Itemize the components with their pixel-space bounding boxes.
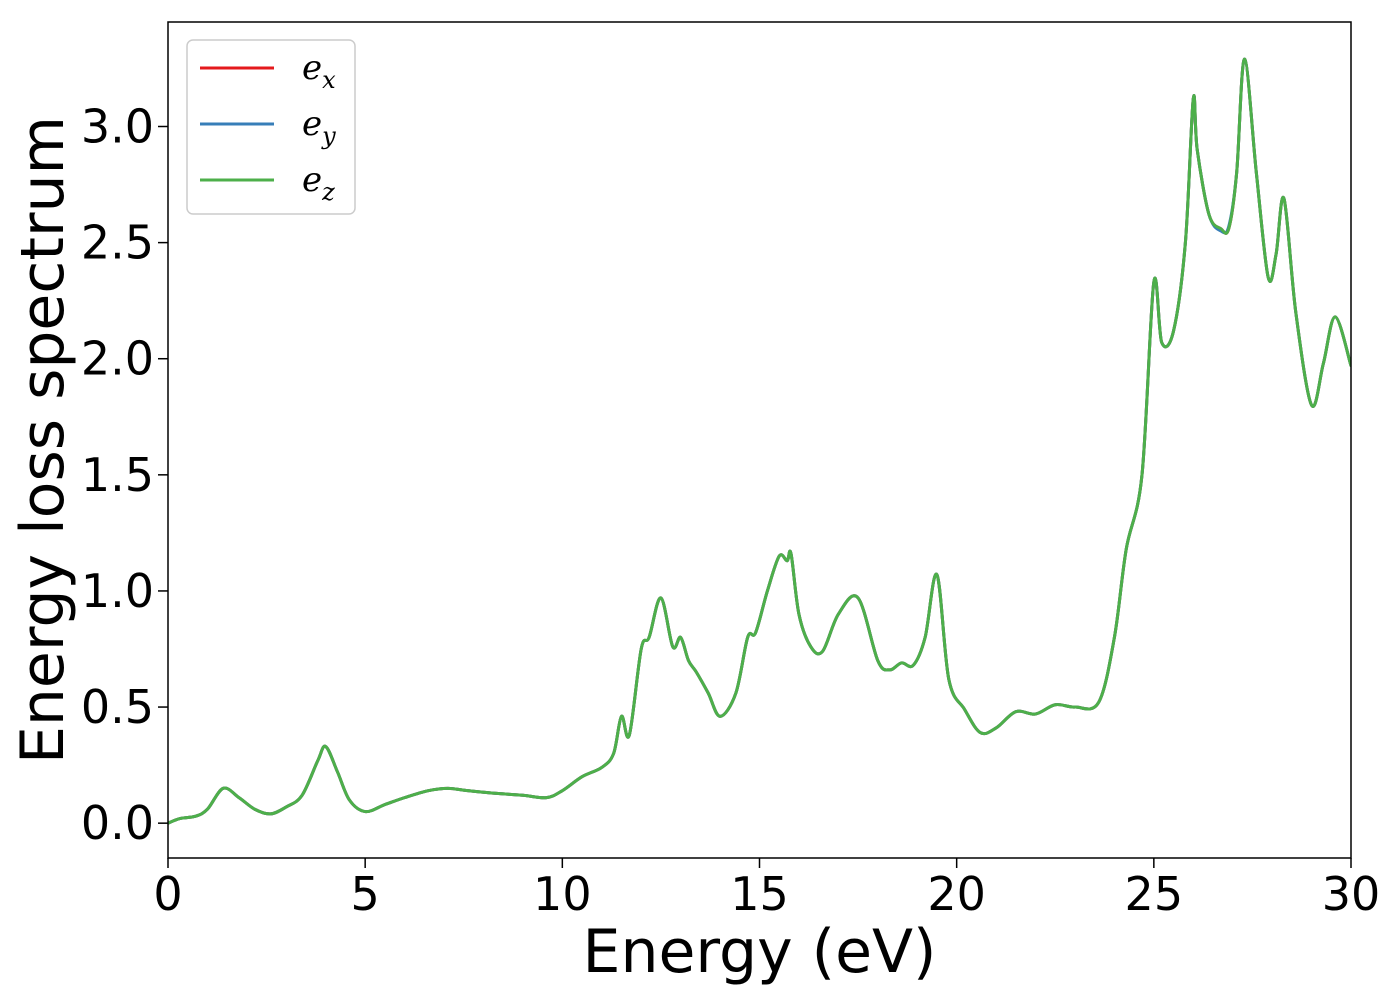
x-axis-label: Energy (eV) — [583, 917, 937, 987]
y-tick-label: 2.5 — [81, 216, 154, 270]
legend-box — [186, 39, 356, 215]
y-axis: 0.0 0.5 1.0 1.5 2.0 2.5 3.0 — [81, 100, 168, 850]
legend-label-subscript: x — [322, 66, 336, 94]
x-tick-label: 30 — [1322, 867, 1381, 921]
y-tick-label: 1.0 — [81, 564, 154, 618]
x-tick-label: 15 — [730, 867, 789, 921]
legend-label-subscript: z — [321, 178, 335, 206]
x-tick-label: 25 — [1125, 867, 1184, 921]
x-tick-label: 10 — [533, 867, 592, 921]
x-tick-label: 0 — [153, 867, 182, 921]
legend-label-subscript: y — [321, 122, 336, 150]
legend-label-e-z: ez — [302, 160, 335, 206]
y-tick-label: 0.5 — [81, 680, 154, 734]
legend-label-e-x: ex — [302, 48, 336, 94]
y-axis-label: Energy loss spectrum — [8, 116, 78, 764]
legend-label-base: e — [302, 48, 322, 88]
x-axis: 0 5 10 15 20 25 30 — [153, 858, 1380, 921]
y-tick-label: 2.0 — [81, 332, 154, 386]
y-tick-label: 0.0 — [81, 796, 154, 850]
series-line-e-z — [168, 57, 1351, 825]
legend-label-base: e — [302, 104, 322, 144]
x-tick-label: 20 — [927, 867, 986, 921]
legend-label-base: e — [302, 160, 322, 200]
y-tick-label: 3.0 — [81, 100, 154, 154]
series-layer — [168, 57, 1351, 825]
legend-label-e-y: ey — [302, 104, 336, 150]
y-tick-label: 1.5 — [81, 448, 154, 502]
x-tick-label: 5 — [351, 867, 380, 921]
